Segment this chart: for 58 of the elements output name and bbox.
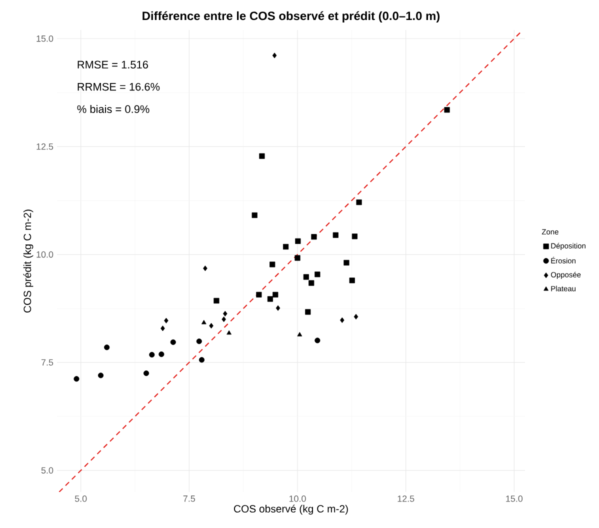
point [196, 338, 202, 344]
y-tick-label: 5.0 [41, 467, 54, 474]
point [267, 296, 273, 302]
point [252, 212, 258, 218]
y-tick-label: 7.5 [41, 359, 54, 366]
chart-title: Différence entre le COS observé et prédit (0.0–1.0 m) [142, 11, 440, 22]
annotation: % biais = 0.9% [77, 104, 150, 114]
x-tick-label: 10.0 [289, 496, 306, 502]
point [226, 330, 232, 335]
point [303, 274, 309, 280]
annotation: RRMSE = 16.6% [78, 82, 160, 91]
point [272, 292, 278, 298]
point [160, 326, 165, 332]
point [305, 309, 311, 315]
point [444, 107, 450, 113]
point [340, 317, 344, 323]
point [352, 234, 358, 240]
point [149, 352, 155, 358]
point [295, 238, 301, 244]
point [201, 320, 206, 324]
annotation: RMSE = 1.516 [78, 60, 148, 69]
point [294, 255, 300, 261]
point [332, 232, 338, 238]
point [104, 344, 110, 350]
point [158, 351, 164, 358]
point [354, 314, 358, 320]
x-tick-label: 7.5 [183, 496, 196, 502]
point [283, 244, 289, 250]
point [256, 292, 262, 298]
point [344, 260, 350, 266]
point [356, 199, 362, 206]
point [276, 305, 280, 311]
x-tick-label: 5.0 [74, 496, 87, 502]
point [314, 272, 320, 278]
y-tick-label: 10.0 [36, 251, 54, 258]
point [311, 234, 317, 240]
y-tick-label: 15.0 [36, 35, 54, 42]
point [259, 153, 265, 159]
x-tick-label: 15.0 [506, 496, 523, 502]
point [349, 278, 355, 284]
point [272, 52, 277, 58]
x-tick-label: 12.5 [398, 496, 414, 502]
y-tick-label: 12.5 [36, 143, 54, 150]
point [170, 339, 176, 345]
point [297, 332, 302, 336]
y-axis-title: COS prédit (kg C m-2) [23, 210, 34, 312]
point [203, 266, 208, 272]
point [222, 310, 228, 316]
x-axis-title: COS observé (kg C m-2) [234, 504, 348, 515]
point [98, 372, 104, 378]
point [198, 357, 205, 363]
point [74, 376, 80, 382]
point [308, 280, 314, 286]
point [270, 262, 276, 268]
point [214, 298, 220, 304]
point [314, 338, 320, 344]
point [164, 318, 168, 324]
point [143, 370, 150, 376]
